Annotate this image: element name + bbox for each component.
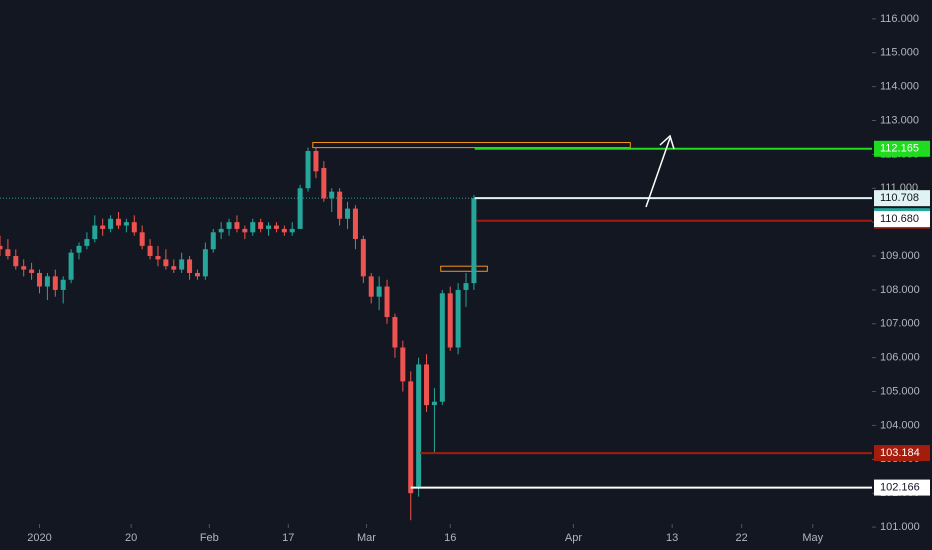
- candle-body: [108, 218, 114, 229]
- y-tick-label: 108.000: [880, 284, 920, 296]
- candle-body: [84, 239, 90, 246]
- y-tick-label: 105.000: [880, 385, 920, 397]
- candle-body: [416, 364, 422, 487]
- candle-body: [376, 286, 382, 297]
- candle-body: [226, 222, 232, 229]
- candle-body: [384, 286, 390, 318]
- y-tick-label: 106.000: [880, 352, 920, 364]
- x-tick-label: 22: [736, 532, 748, 544]
- candle-body: [289, 228, 295, 233]
- level-label: 112.165: [880, 143, 919, 155]
- candle-body: [13, 256, 19, 267]
- candle-body: [60, 279, 66, 290]
- candle-body: [321, 167, 327, 199]
- candle-body: [36, 272, 42, 287]
- candle-body: [44, 276, 50, 287]
- candle-body: [439, 293, 445, 402]
- candle-body: [463, 283, 469, 290]
- candle-body: [242, 228, 248, 233]
- candle-body: [92, 225, 98, 240]
- candle-body: [163, 259, 169, 267]
- candle-body: [400, 347, 406, 382]
- price-label-box: [874, 211, 930, 228]
- candle-body: [329, 191, 335, 199]
- y-tick-label: 104.000: [880, 419, 920, 431]
- level-label: 103.184: [880, 447, 920, 459]
- x-tick-label: 17: [282, 532, 294, 544]
- price-label: 110.680: [880, 213, 919, 225]
- zone: [440, 265, 488, 272]
- candle-body: [29, 269, 35, 273]
- y-tick-label: 107.000: [880, 318, 920, 330]
- candle-body: [431, 401, 437, 406]
- candle-body: [455, 289, 461, 348]
- candle-body: [155, 256, 161, 260]
- candle-body: [179, 259, 185, 270]
- candle-body: [100, 225, 106, 229]
- y-tick-label: 114.000: [880, 81, 919, 93]
- candle-body: [76, 245, 82, 253]
- x-tick-label: 16: [444, 532, 456, 544]
- candle-body: [234, 222, 240, 229]
- x-tick-label: Mar: [357, 532, 376, 544]
- candle-body: [368, 276, 374, 297]
- candle-body: [52, 276, 58, 290]
- x-tick-label: Feb: [200, 532, 219, 544]
- y-tick-label: 115.000: [880, 47, 919, 59]
- candle-body: [250, 222, 256, 233]
- candle-body: [147, 245, 153, 257]
- candle-body: [360, 239, 366, 277]
- y-tick-label: 113.000: [880, 114, 919, 126]
- arrow: [645, 137, 671, 208]
- candle-body: [471, 198, 477, 284]
- candle-body: [337, 191, 343, 219]
- x-tick-label: May: [802, 532, 823, 544]
- candle-body: [408, 381, 414, 494]
- candle-body: [297, 188, 303, 229]
- candle-body: [123, 222, 129, 226]
- candle-body: [258, 222, 264, 229]
- candle-body: [194, 272, 200, 277]
- candle-body: [305, 150, 311, 189]
- level-label-box: [874, 445, 930, 462]
- candle-body: [218, 228, 224, 233]
- x-tick-label: 20: [125, 532, 137, 544]
- candle-body: [313, 150, 319, 172]
- candle-body: [266, 225, 272, 229]
- candle-body: [0, 245, 3, 250]
- level-label-box: [874, 479, 930, 496]
- candle-body: [21, 266, 27, 270]
- x-tick-label: 13: [666, 532, 678, 544]
- level-label: 110.708: [880, 192, 919, 204]
- candle-body: [210, 232, 216, 250]
- candle-body: [273, 225, 279, 229]
- x-tick-label: Apr: [565, 532, 582, 544]
- x-tick-label: 2020: [27, 532, 51, 544]
- y-tick-label: 109.000: [880, 250, 920, 262]
- candle-body: [352, 208, 358, 240]
- level-label-box: [874, 140, 930, 157]
- candle-body: [447, 293, 453, 348]
- candle-body: [139, 232, 145, 246]
- arrow-head: [659, 134, 675, 150]
- candle-body: [424, 364, 430, 406]
- plot-area: 2020 20 Feb 17 Mar 16 Apr 13 22 May: [0, 142, 872, 544]
- candle-body: [281, 228, 287, 233]
- y-tick-label: 116.000: [880, 13, 919, 25]
- candle-body: [131, 222, 137, 233]
- level-label: 102.166: [880, 481, 920, 493]
- candle-body: [392, 317, 398, 348]
- candle-body: [202, 249, 208, 277]
- candle-body: [115, 218, 121, 226]
- zone: [312, 142, 631, 149]
- y-tick-label: 101.000: [880, 521, 920, 533]
- price-axis: 101.000102.000103.000104.000105.000106.0…: [872, 13, 930, 533]
- level-label-box: [874, 190, 930, 207]
- candle-body: [5, 249, 11, 257]
- candle-body: [68, 252, 74, 280]
- candle-body: [345, 208, 351, 219]
- candle-body: [171, 266, 177, 270]
- candle-body: [187, 259, 193, 273]
